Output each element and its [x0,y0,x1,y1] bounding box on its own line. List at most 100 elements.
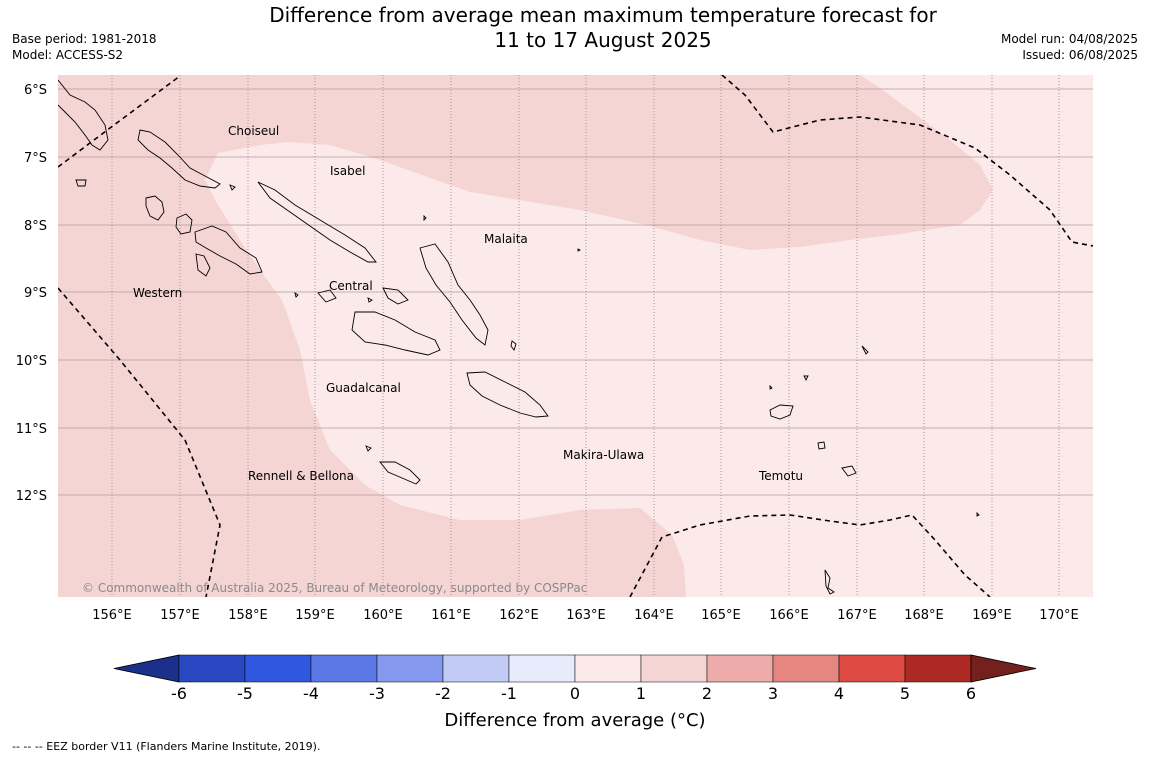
cb-tick-9: 3 [768,684,778,703]
anomaly-region-0-1-central [205,75,1093,597]
island-small-2 [423,214,427,222]
island-guadalcanal [351,311,441,356]
base-period-text: Base period: 1981-2018 [12,32,157,46]
lat-label-10s: 10°S [16,354,47,369]
lat-label-6s: 6°S [24,83,47,98]
island-tikopia [976,511,980,517]
island-malaita [419,243,489,346]
island-isabel [257,181,377,263]
lat-label-7s: 7°S [24,151,47,166]
cb-tick-10: 4 [834,684,844,703]
lon-label-161e: 161°E [431,608,471,623]
island-ulawa [510,340,517,351]
island-anuta [824,569,835,595]
label-western: Western [133,286,182,300]
colorbar-segment [706,654,774,683]
model-run-text: Model run: 04/08/2025 [1000,32,1138,46]
island-small-6 [577,248,582,252]
island-russell [382,287,409,305]
lon-label-169e: 169°E [972,608,1012,623]
colorbar-extend-high [970,654,1037,683]
island-duff [861,345,869,355]
island-bougainville [58,79,109,151]
label-choiseul: Choiseul [228,124,279,138]
lat-label-9s: 9°S [24,286,47,301]
eez-border [58,75,1093,597]
lat-label-12s: 12°S [16,489,47,504]
island-rennell [379,461,421,485]
lon-label-170e: 170°E [1039,608,1079,623]
colorbar-segment [244,654,312,683]
lon-label-163e: 163°E [566,608,606,623]
island-rendova [195,253,211,277]
label-central: Central [329,279,373,293]
colorbar-segment [640,654,708,683]
colorbar-label: Difference from average (°C) [444,710,706,731]
colorbar-segment [442,654,510,683]
cb-tick-6: 0 [570,684,580,703]
island-small-5 [769,384,773,390]
colorbar-segment [376,654,444,683]
colorbar: -6 -5 -4 -3 -2 -1 0 1 2 3 4 5 6 [113,654,1037,703]
cb-tick-3: -3 [369,684,385,703]
lat-label-8s: 8°S [24,219,47,234]
island-small-3 [294,291,299,298]
lon-label-156e: 156°E [92,608,132,623]
label-malaita: Malaita [484,232,528,246]
lon-label-166e: 166°E [769,608,809,623]
colorbar-segments [113,654,1037,683]
lat-label-11s: 11°S [16,422,47,437]
longitude-gridlines [111,75,1060,597]
meta-right: Model run: 04/08/2025 Issued: 06/08/2025 [1001,31,1138,63]
label-makira-ulawa: Makira-Ulawa [563,448,644,462]
cb-tick-12: 6 [966,684,976,703]
colorbar-segment [838,654,906,683]
latitude-labels: 6°S 7°S 8°S 9°S 10°S 11°S 12°S [16,83,47,504]
issued-text: Issued: 06/08/2025 [1022,48,1138,62]
lon-label-167e: 167°E [837,608,877,623]
colorbar-segment [772,654,840,683]
lon-label-164e: 164°E [634,608,674,623]
island-small-4 [367,297,373,303]
coastlines [58,79,980,595]
province-labels: Choiseul Isabel Malaita Western Central … [133,124,803,483]
label-temotu: Temotu [758,469,803,483]
colorbar-segment [508,654,576,683]
title-line-1: Difference from average mean maximum tem… [269,3,937,27]
island-makira [466,371,549,418]
lon-label-159e: 159°E [295,608,335,623]
island-kolombangara [175,213,193,235]
island-reef-islands [803,375,809,382]
colorbar-segment [310,654,378,683]
lon-label-162e: 162°E [499,608,539,623]
longitude-labels: 156°E 157°E 158°E 159°E 160°E 161°E 162°… [92,608,1079,623]
lon-label-168e: 168°E [904,608,944,623]
island-choiseul [137,129,221,189]
cb-tick-2: -4 [303,684,319,703]
island-vanikoro [841,465,857,477]
island-santa-cruz [769,404,794,420]
island-new-georgia [194,225,263,275]
colorbar-segment [178,654,246,683]
island-vella-lavella [145,195,165,221]
chart-title: Difference from average mean maximum tem… [230,3,976,53]
cb-tick-11: 5 [900,684,910,703]
island-small-1 [229,184,236,191]
title-line-2: 11 to 17 August 2025 [494,28,712,52]
island-bellona [365,445,372,452]
island-utupua [817,441,826,450]
colorbar-segment [574,654,642,683]
meta-left: Base period: 1981-2018 Model: ACCESS-S2 [12,31,157,63]
cb-tick-1: -5 [237,684,253,703]
eez-footnote: -- -- -- EEZ border V11 (Flanders Marine… [12,740,321,753]
model-text: Model: ACCESS-S2 [12,48,124,62]
label-guadalcanal: Guadalcanal [326,381,401,395]
label-isabel: Isabel [330,164,365,178]
island-shortlands [75,179,87,187]
lon-label-157e: 157°E [160,608,200,623]
latitude-gridlines [58,88,1093,496]
cb-tick-0: -6 [171,684,187,703]
lon-label-158e: 158°E [228,608,268,623]
cb-tick-5: -1 [501,684,517,703]
island-nggela [317,289,337,303]
